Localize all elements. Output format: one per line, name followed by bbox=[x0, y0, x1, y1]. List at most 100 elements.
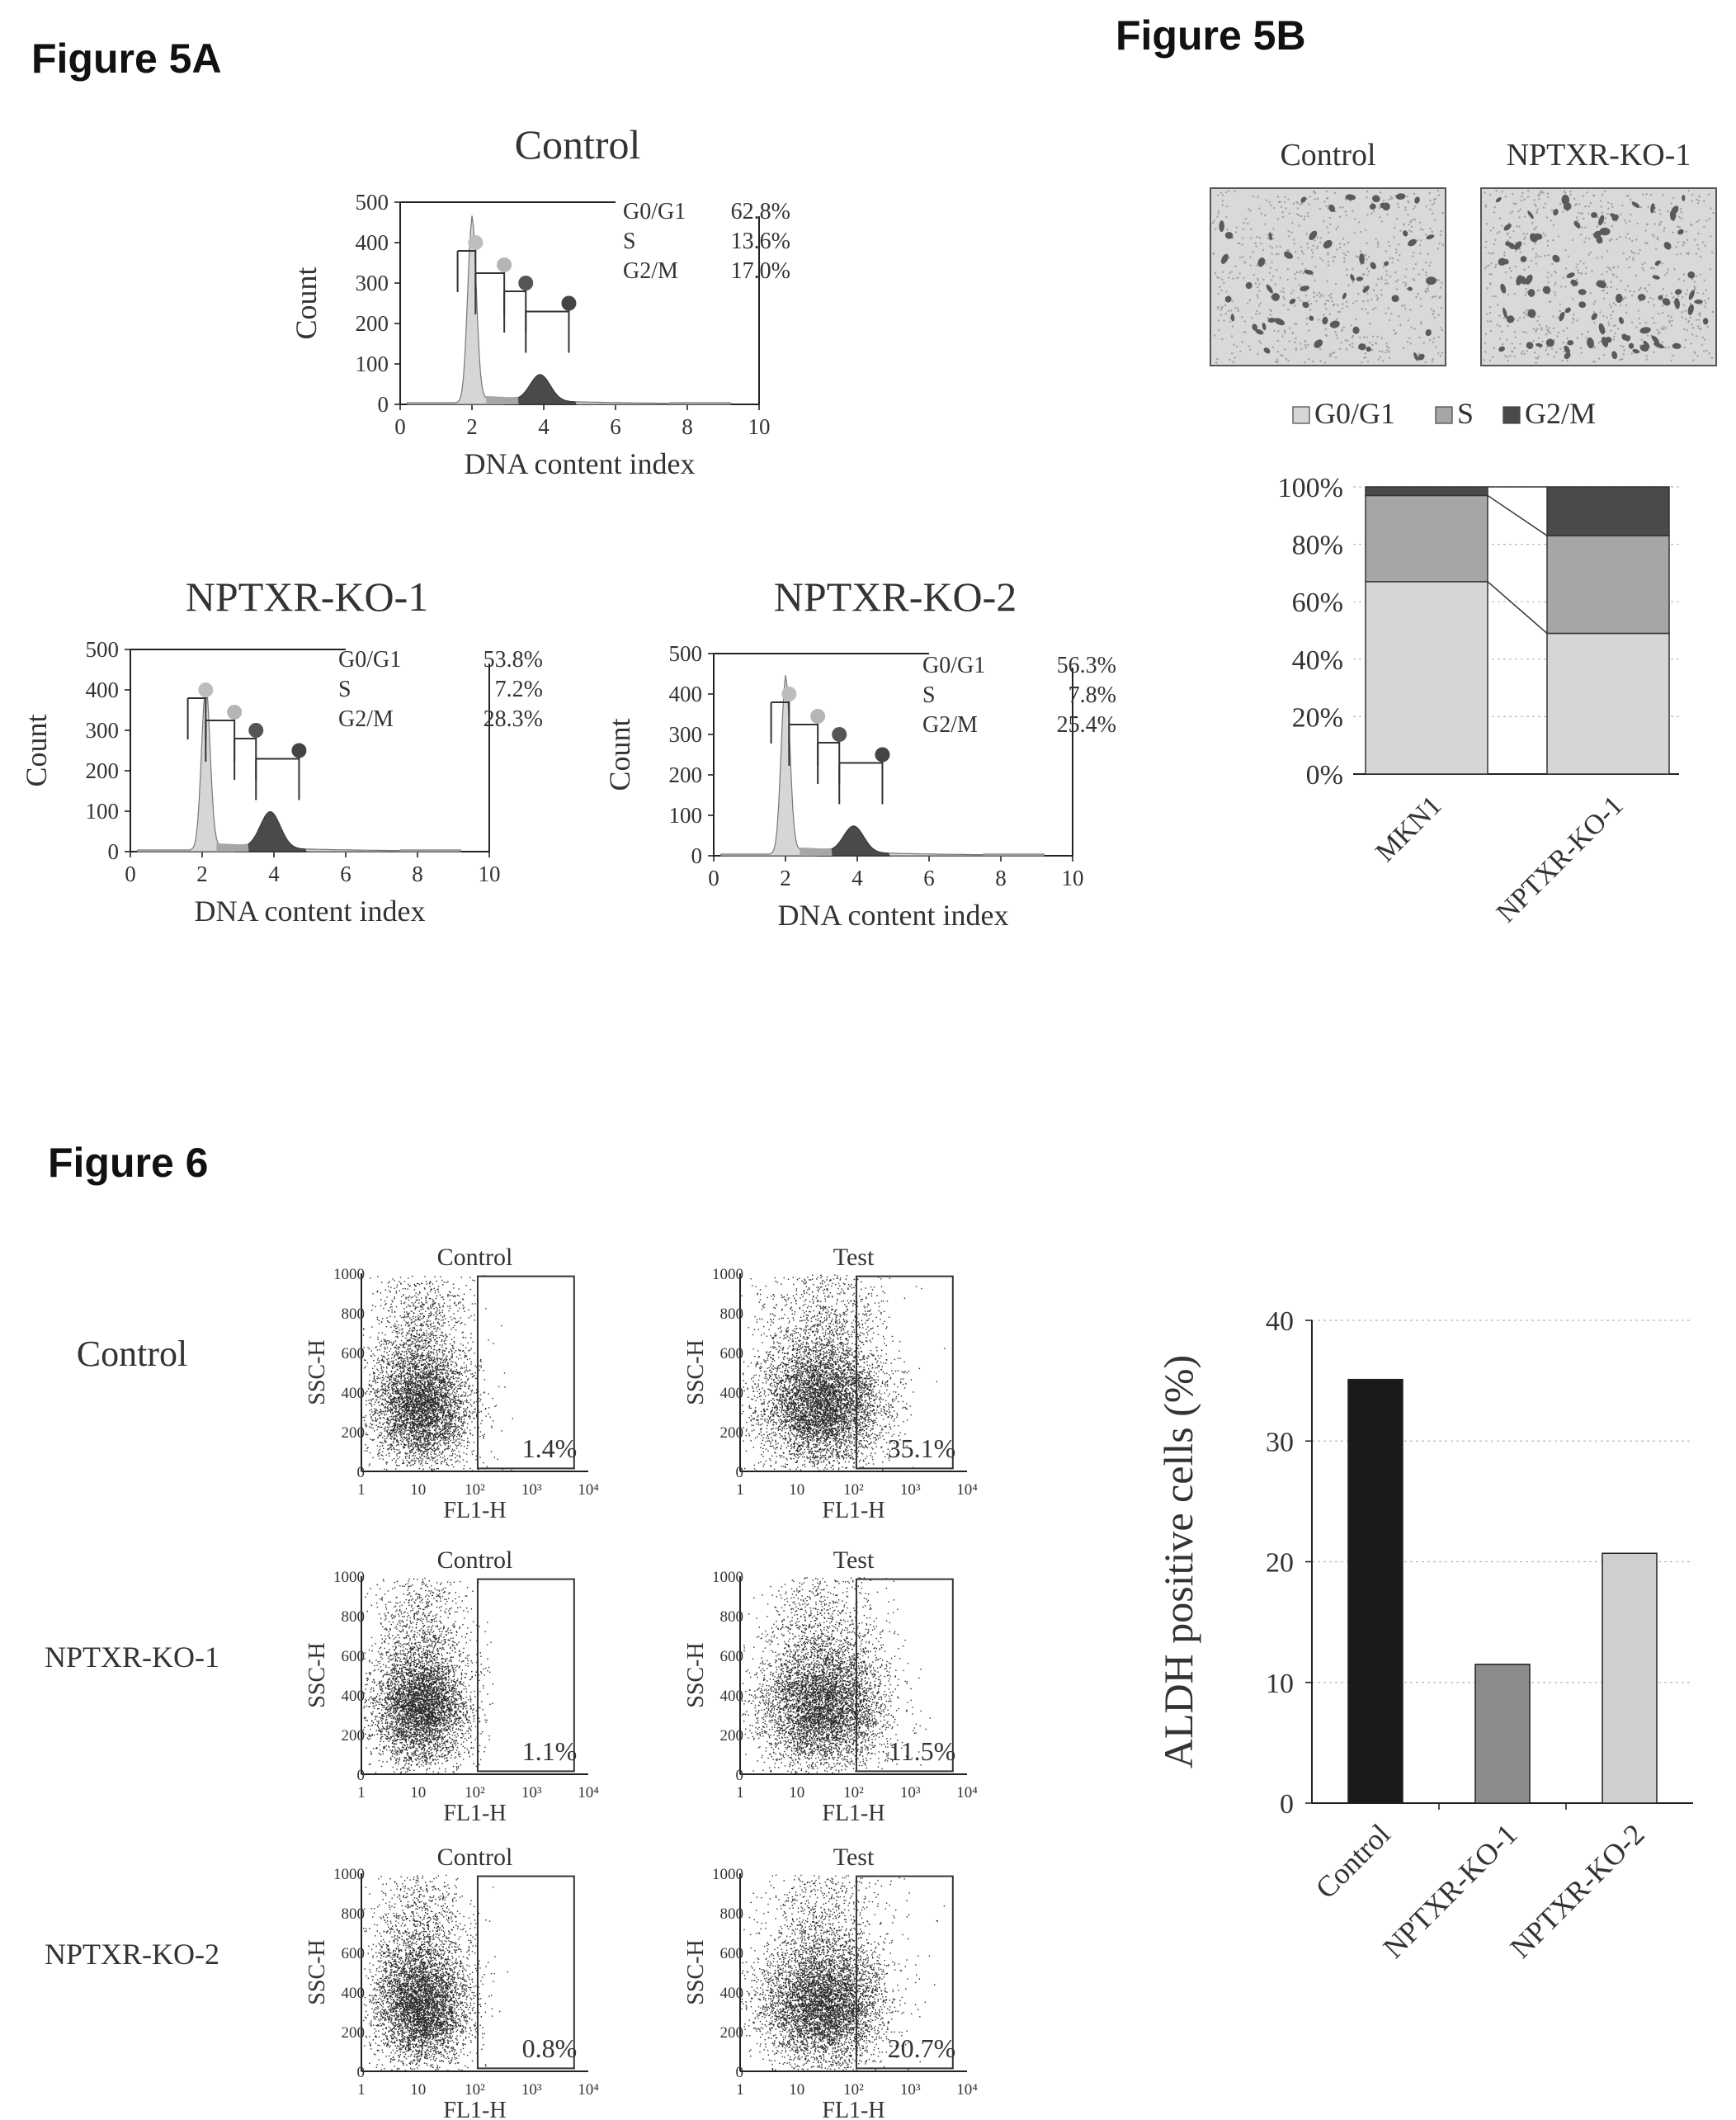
scatter-point bbox=[399, 1452, 401, 1454]
scatter-point bbox=[393, 1393, 394, 1395]
scatter-point bbox=[433, 1348, 436, 1350]
micrograph-texture bbox=[1681, 316, 1683, 319]
micrograph-texture bbox=[1712, 211, 1715, 215]
micrograph-texture bbox=[1217, 319, 1220, 322]
scatter-point bbox=[492, 1397, 493, 1400]
micrograph-texture bbox=[1554, 294, 1556, 296]
micrograph-texture bbox=[1219, 314, 1223, 316]
micrograph-texture bbox=[1321, 259, 1324, 262]
micrograph-texture bbox=[1332, 260, 1335, 262]
scatter-point bbox=[408, 1405, 410, 1407]
micrograph-texture bbox=[1409, 342, 1413, 345]
micrograph-texture bbox=[1403, 224, 1405, 226]
micrograph-texture bbox=[1672, 231, 1675, 234]
scatter-point bbox=[391, 1400, 393, 1402]
micrograph-texture bbox=[1405, 268, 1408, 271]
micrograph-texture bbox=[1385, 279, 1387, 281]
stained-cell bbox=[1564, 345, 1571, 354]
scatter-point bbox=[397, 1369, 399, 1371]
micrograph-texture bbox=[1593, 347, 1597, 349]
scatter-point bbox=[422, 1303, 424, 1305]
micrograph-texture bbox=[1351, 337, 1354, 339]
micrograph-texture bbox=[1587, 205, 1591, 208]
micrograph-texture bbox=[1708, 217, 1711, 220]
micrograph-texture bbox=[1490, 262, 1493, 265]
micrograph-texture bbox=[1709, 268, 1712, 271]
micrograph-texture bbox=[1218, 286, 1221, 289]
micrograph-texture bbox=[1621, 358, 1624, 361]
micrograph-texture bbox=[1314, 279, 1316, 281]
scatter-point bbox=[380, 1363, 382, 1366]
scatter-point bbox=[413, 1362, 416, 1364]
scatter-point bbox=[408, 1299, 410, 1301]
scatter-point bbox=[433, 1328, 435, 1329]
scatter-point bbox=[390, 1303, 392, 1306]
micrograph-texture bbox=[1537, 315, 1540, 318]
micrograph-texture bbox=[1429, 208, 1432, 210]
stained-cell bbox=[1593, 230, 1602, 238]
micrograph-texture bbox=[1304, 340, 1307, 343]
micrograph-texture bbox=[1409, 220, 1412, 224]
micrograph-texture bbox=[1624, 296, 1627, 299]
scatter-point bbox=[421, 1360, 422, 1362]
scatter-point bbox=[406, 1438, 408, 1441]
scatter-point bbox=[442, 1284, 444, 1286]
micrograph-texture bbox=[1346, 268, 1348, 271]
micrograph-texture bbox=[1583, 217, 1585, 220]
micrograph-texture bbox=[1611, 310, 1615, 313]
scatter-point bbox=[420, 1357, 422, 1359]
scatter-point bbox=[382, 1375, 384, 1376]
micrograph-texture bbox=[1264, 223, 1267, 225]
scatter-point bbox=[446, 1355, 447, 1357]
scatter-point bbox=[371, 1424, 374, 1425]
y-tick-label: 400 bbox=[86, 678, 120, 702]
micrograph-texture bbox=[1567, 255, 1570, 257]
micrograph-texture bbox=[1687, 189, 1690, 192]
micrograph-texture bbox=[1311, 273, 1314, 276]
micrograph-texture bbox=[1554, 291, 1556, 294]
stained-cell bbox=[1505, 241, 1512, 247]
scatter-point bbox=[399, 1430, 401, 1433]
scatter-point bbox=[384, 1334, 386, 1336]
stained-cell bbox=[1224, 295, 1232, 303]
gate-marker bbox=[291, 743, 307, 758]
stained-cell bbox=[1527, 309, 1536, 319]
micrograph-texture bbox=[1241, 243, 1243, 246]
stained-cell bbox=[1309, 230, 1318, 240]
micrograph-texture bbox=[1296, 207, 1300, 210]
micrograph-texture bbox=[1684, 338, 1687, 342]
micrograph-texture bbox=[1366, 196, 1368, 199]
micrograph-texture bbox=[1387, 347, 1390, 349]
micrograph-texture bbox=[1662, 288, 1664, 290]
gate-marker bbox=[468, 235, 484, 250]
y-tick-label: 300 bbox=[86, 718, 120, 743]
scatter-point bbox=[431, 1307, 432, 1309]
micrograph-texture bbox=[1593, 361, 1597, 363]
micrograph-texture bbox=[1268, 271, 1271, 274]
scatter-point bbox=[433, 1376, 436, 1378]
scatter-point bbox=[432, 1457, 434, 1459]
stained-cell bbox=[1268, 232, 1272, 241]
micrograph-texture bbox=[1522, 233, 1525, 235]
micrograph-texture bbox=[1252, 251, 1255, 253]
micrograph-texture bbox=[1244, 218, 1248, 220]
scatter-point bbox=[418, 1420, 420, 1422]
scatter-point bbox=[404, 1380, 406, 1381]
micrograph-texture bbox=[1402, 347, 1405, 350]
stained-cell bbox=[1598, 215, 1605, 226]
stained-cell bbox=[1395, 193, 1406, 200]
scatter-point bbox=[446, 1336, 448, 1338]
micrograph-texture bbox=[1710, 235, 1712, 238]
micrograph-texture bbox=[1295, 271, 1299, 274]
micrograph-texture bbox=[1440, 306, 1443, 309]
figure-5a-label: Figure 5A bbox=[31, 35, 222, 82]
micrograph-texture bbox=[1676, 253, 1679, 256]
scatter-point bbox=[453, 1313, 455, 1315]
micrograph-texture bbox=[1685, 318, 1687, 320]
micrograph-texture bbox=[1494, 266, 1497, 268]
scatter-point bbox=[389, 1419, 391, 1421]
scatter-point bbox=[380, 1343, 382, 1346]
micrograph-texture bbox=[1328, 231, 1330, 234]
micrograph-texture bbox=[1393, 236, 1395, 238]
micrograph-texture bbox=[1221, 200, 1224, 202]
